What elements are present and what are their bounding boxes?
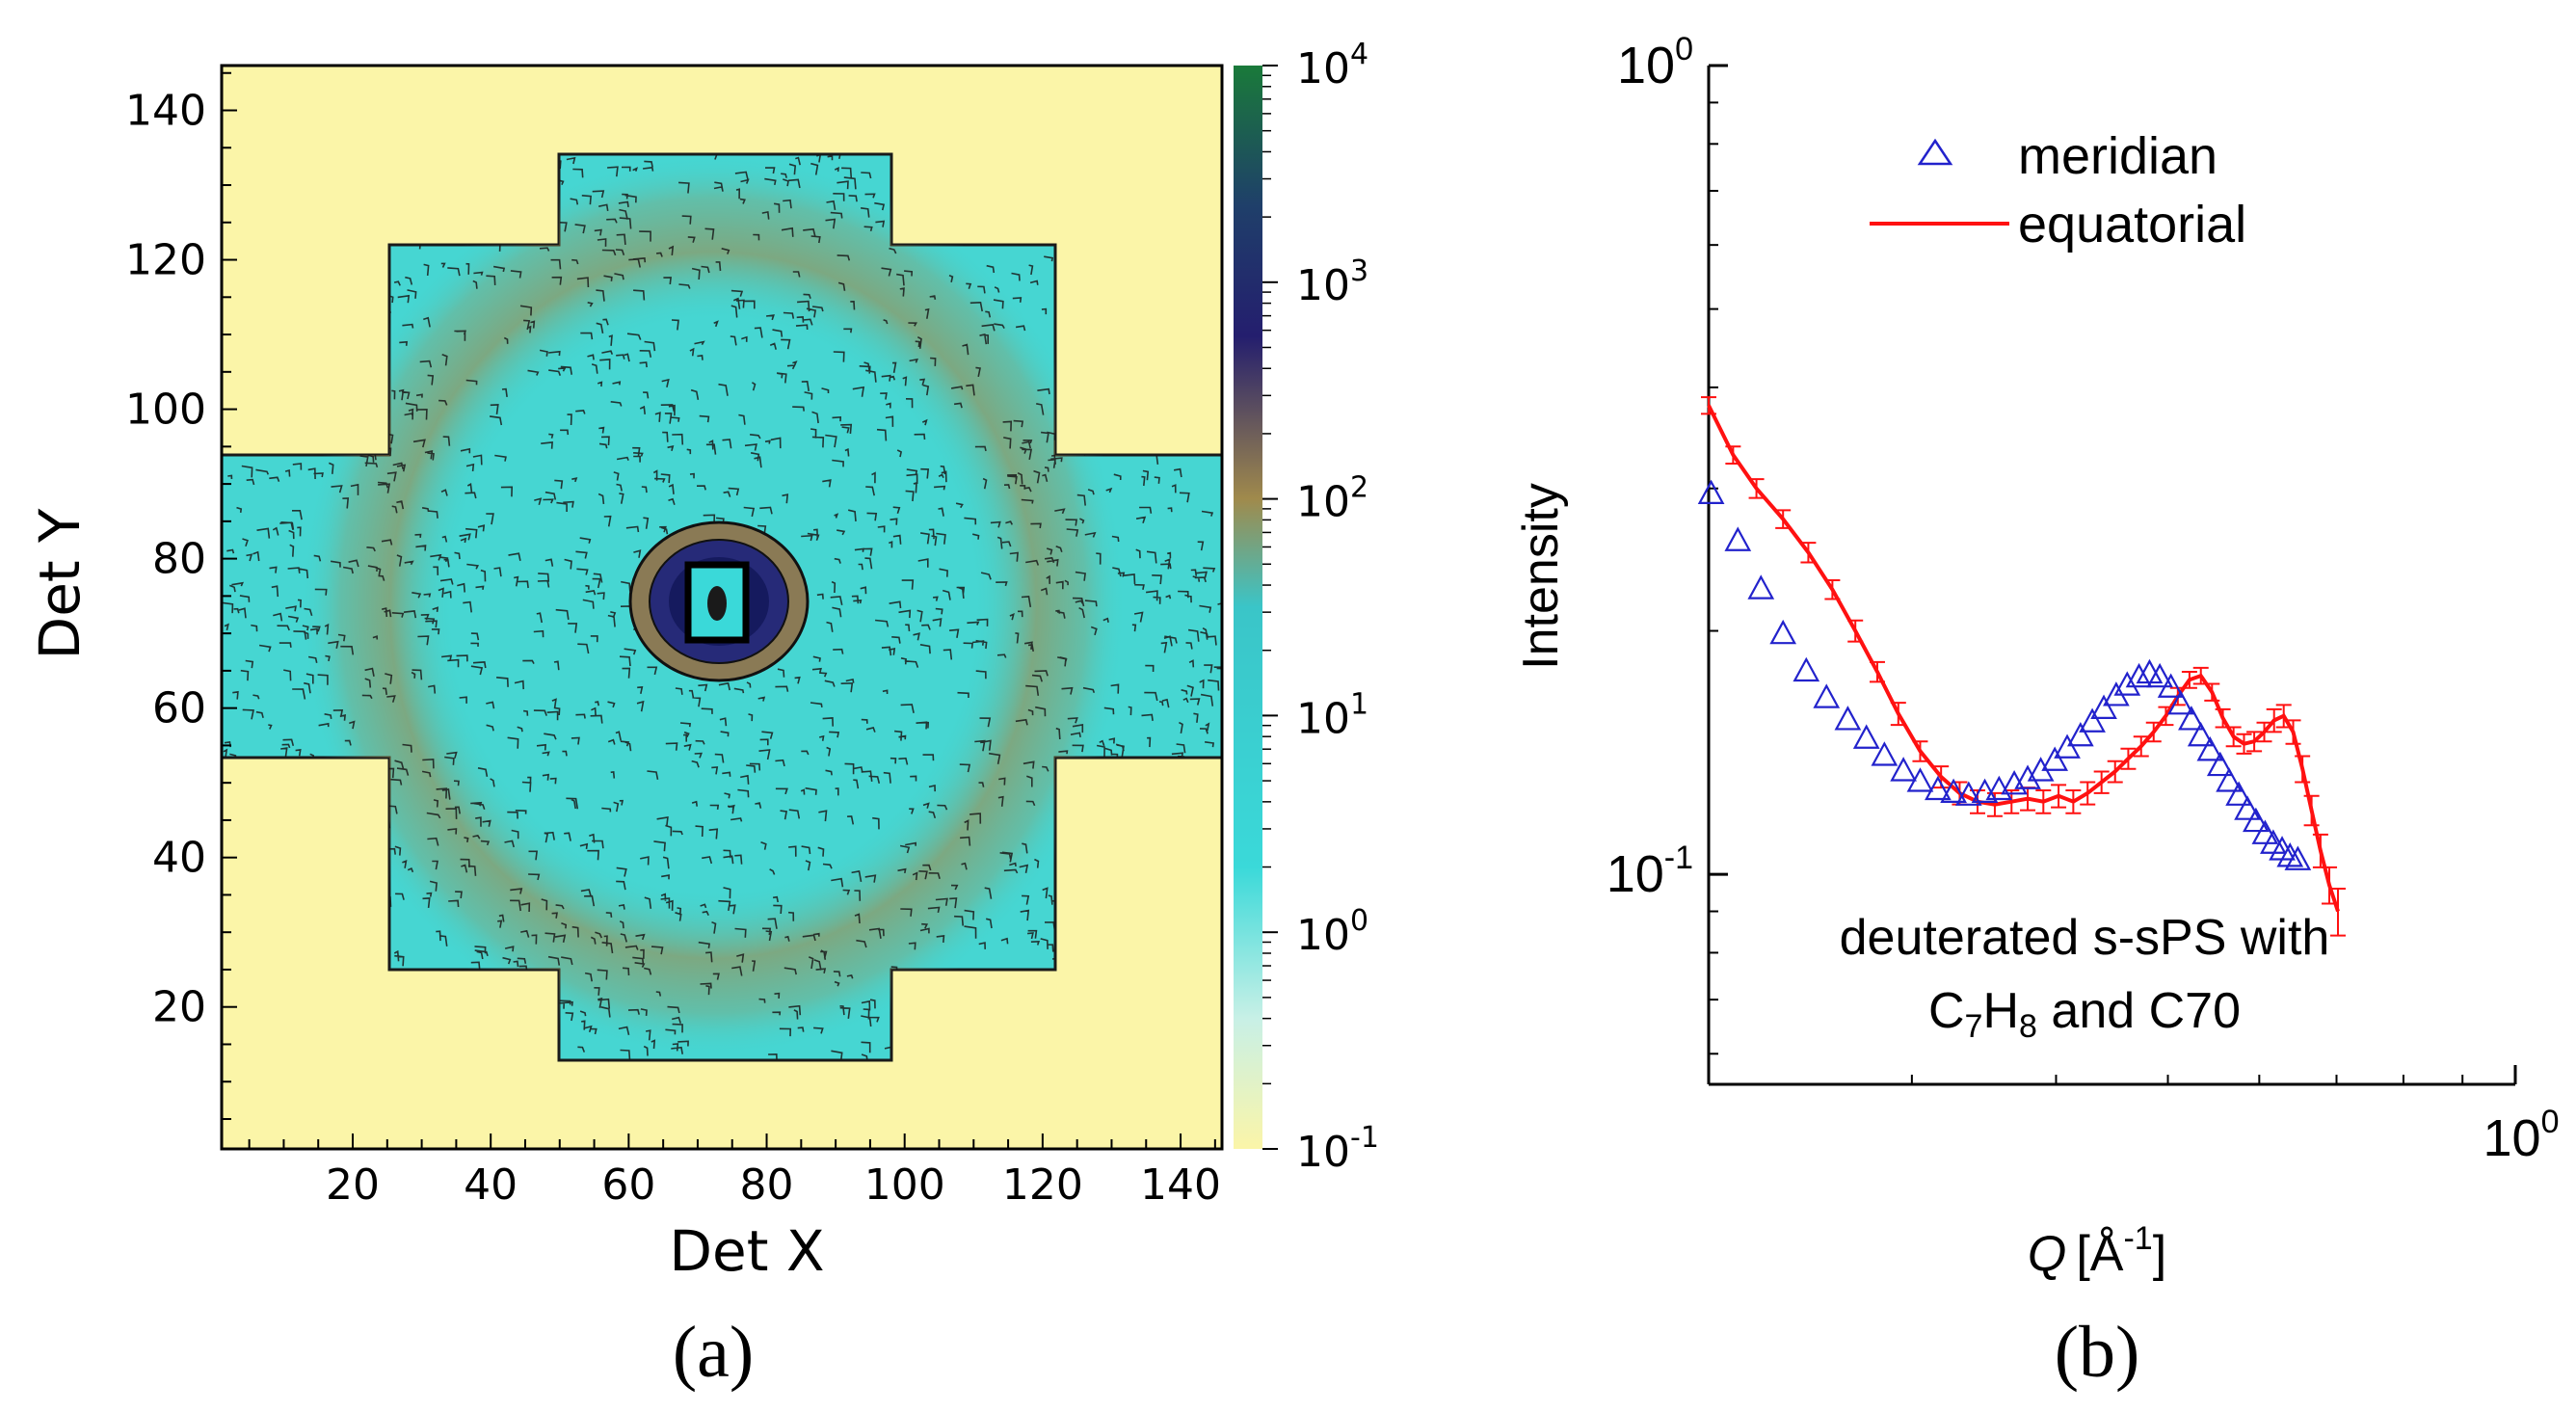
b-y-tick-labels: 100 10-1: [1607, 31, 1693, 903]
meridian-point: [1724, 526, 1752, 551]
meridian-point: [2157, 673, 2185, 698]
meridian-point: [2167, 690, 2194, 715]
meridian-point: [2113, 671, 2141, 696]
series-meridian: [1697, 479, 2312, 870]
meridian-point: [1834, 706, 1862, 731]
meridian-point: [2146, 662, 2173, 688]
legend-meridian-marker: [1917, 138, 1953, 166]
meridian-point: [2187, 721, 2215, 747]
meridian-point: [2014, 764, 2041, 789]
b-y-label: Intensity: [1513, 483, 1569, 670]
heatmap-x-tick-label: 60: [601, 1160, 655, 1210]
heatmap-y-tick-label: 100: [125, 386, 206, 435]
meridian-point: [2225, 781, 2252, 806]
meridian-point: [2079, 707, 2106, 733]
b-y-tick-label: 10-1: [1607, 840, 1693, 903]
meridian-point: [2234, 795, 2261, 820]
heatmap-x-tick-label: 20: [326, 1160, 380, 1210]
meridian-point: [2090, 694, 2117, 719]
b-axis-ticks: [1708, 64, 2517, 1084]
meridian-point: [1697, 479, 1725, 504]
heatmap-y-tick-label: 40: [152, 834, 206, 883]
heatmap-y-tick-label: 120: [125, 236, 206, 285]
heatmap-y-label: Det Y: [27, 508, 93, 660]
meridian-point: [2178, 706, 2205, 731]
beam-center: [628, 520, 810, 682]
meridian-point: [1985, 775, 2013, 801]
b-x-tick-label: 100: [2483, 1104, 2560, 1167]
sample-annotation: deuterated s-sPS with C7H8 and C70: [1840, 910, 2330, 1045]
colorbar-tick-label: 102: [1296, 471, 1368, 527]
heatmap-y-ticks: 20 40 60 80 100 120 140: [125, 71, 237, 1120]
meridian-point: [2196, 736, 2224, 761]
meridian-point: [1813, 683, 1841, 708]
meridian-point: [1954, 781, 1982, 806]
meridian-point: [1769, 619, 1797, 645]
heatmap-y-tick-label: 80: [152, 535, 206, 584]
colorbar: 104 103 102 101 100 10-1: [1234, 38, 1379, 1177]
legend: meridian equatorial: [1870, 127, 2246, 253]
meridian-point: [2284, 845, 2312, 870]
meridian-point: [2243, 807, 2270, 833]
meridian-point: [2206, 751, 2234, 777]
heatmap-x-tick-label: 120: [1002, 1160, 1083, 1210]
meridian-point: [2054, 733, 2081, 759]
equatorial-line: [1707, 404, 2340, 913]
meridian-point: [1925, 775, 1952, 801]
b-x-tick-labels: 100: [2483, 1104, 2560, 1167]
colorbar-tick-label: 101: [1296, 687, 1368, 743]
heatmap-x-label: Det X: [669, 1218, 824, 1284]
meridian-point: [2260, 829, 2287, 854]
series-equatorial: [1701, 396, 2346, 937]
b-x-label: Q [Å-1]: [2028, 1220, 2166, 1282]
meridian-point: [2276, 842, 2304, 867]
annotation-line-2: C7H8 and C70: [1928, 983, 2241, 1045]
meridian-point: [1793, 656, 1820, 682]
legend-meridian-label: meridian: [2018, 127, 2217, 185]
heatmap-x-tick-label: 40: [464, 1160, 518, 1210]
meridian-point: [2041, 746, 2069, 771]
meridian-point: [2125, 662, 2153, 688]
panel-b-label: (b): [2055, 1312, 2140, 1393]
heatmap-y-tick-label: 20: [152, 983, 206, 1032]
colorbar-tick-label: 103: [1296, 254, 1368, 310]
panel-a-heatmap: 20 40 60 80 100 120 140 20 40 60 80 100 120 140 Det …: [27, 38, 1379, 1393]
meridian-point: [1871, 741, 1899, 766]
meridian-point: [1906, 767, 1934, 792]
meridian-point: [1747, 574, 1775, 600]
meridian-point: [2216, 767, 2243, 792]
meridian-point: [2251, 819, 2279, 844]
heatmap-x-tick-label: 140: [1140, 1160, 1221, 1210]
colorbar-tick-label: 100: [1296, 904, 1368, 960]
heatmap-x-tick-label: 80: [740, 1160, 794, 1210]
legend-equatorial-label: equatorial: [2018, 196, 2246, 253]
colorbar-ticks: 104 103 102 101 100 10-1: [1262, 38, 1379, 1177]
heatmap-y-tick-label: 60: [152, 684, 206, 733]
panel-a-label: (a): [673, 1312, 754, 1393]
b-y-tick-label: 100: [1617, 31, 1693, 94]
heatmap-y-tick-label: 140: [125, 87, 206, 136]
meridian-point: [1852, 724, 1880, 749]
annotation-line-1: deuterated s-sPS with: [1840, 910, 2330, 966]
heatmap-frame: [220, 64, 1224, 1151]
colorbar-tick-label: 10-1: [1296, 1121, 1379, 1177]
meridian-point: [2066, 721, 2094, 747]
colorbar-gradient: [1234, 66, 1262, 1149]
meridian-point: [1940, 778, 1967, 804]
panel-b-scatter: 100 100 10-1 meridian equatorial deuterat…: [1513, 31, 2560, 1393]
meridian-point: [1890, 757, 1917, 782]
heatmap-x-tick-label: 100: [864, 1160, 945, 1210]
heatmap-x-ticks: 20 40 60 80 100 120 140: [248, 1133, 1221, 1210]
colorbar-tick-label: 104: [1296, 38, 1368, 93]
